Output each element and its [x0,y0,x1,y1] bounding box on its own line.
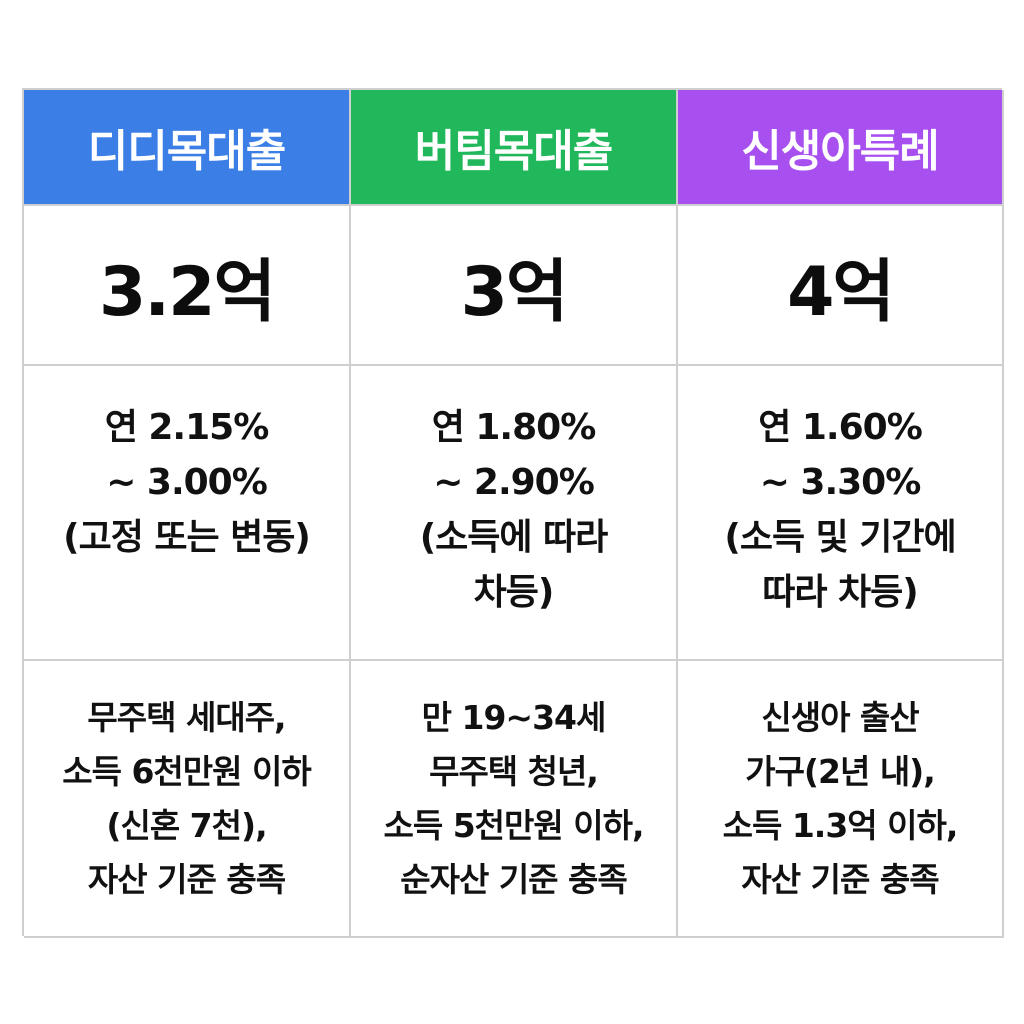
condition-newborn: 신생아 출산 가구(2년 내), 소득 1.3억 이하, 자산 기준 충족 [678,661,1004,938]
rate-line: 따라 차등) [762,572,918,613]
condition-line: 순자산 기준 충족 [400,860,627,899]
rate-line: ~ 2.90% [433,462,595,503]
loan-comparison-table: 디디목대출 버팀목대출 신생아특례 3.2억 3억 4억 연 2.15% ~ 3… [22,88,1004,938]
header-didimdol-label: 디디목대출 [87,126,286,177]
amount-didimdol: 3.2억 [24,206,351,366]
rate-didimdol: 연 2.15% ~ 3.00% (고정 또는 변동) [24,366,351,661]
amount-beotimmok-value: 3억 [460,252,569,332]
condition-didimdol: 무주택 세대주, 소득 6천만원 이하 (신혼 7천), 자산 기준 충족 [24,661,351,938]
condition-line: 자산 기준 충족 [87,860,286,899]
condition-line: 무주택 세대주, [87,698,286,737]
rate-line: 연 1.60% [758,407,923,448]
header-beotimmok: 버팀목대출 [351,90,678,206]
rate-line: (소득에 따라 [419,517,609,558]
rate-line: ~ 3.30% [759,462,922,503]
condition-line: 소득 6천만원 이하 [62,752,311,791]
rate-beotimmok: 연 1.80% ~ 2.90% (소득에 따라 차등) [351,366,678,661]
header-newborn-label: 신생아특례 [741,126,939,177]
condition-line: 자산 기준 충족 [741,860,939,899]
condition-line: 무주택 청년, [429,752,599,791]
amount-newborn: 4억 [678,206,1004,366]
header-newborn: 신생아특례 [678,90,1004,206]
amount-beotimmok: 3억 [351,206,678,366]
amount-newborn-value: 4억 [787,252,895,332]
amount-didimdol-value: 3.2억 [98,252,276,332]
header-beotimmok-label: 버팀목대출 [414,126,613,177]
condition-line: 신생아 출산 [761,698,919,737]
rate-line: 연 2.15% [104,407,270,448]
rate-line: 차등) [473,572,555,613]
rate-line: (소득 및 기간에 [724,517,956,558]
header-didimdol: 디디목대출 [24,90,351,206]
condition-line: 만 19~34세 [421,698,607,737]
rate-line: 연 1.80% [431,407,597,448]
rate-newborn: 연 1.60% ~ 3.30% (소득 및 기간에 따라 차등) [678,366,1004,661]
rate-line: ~ 3.00% [106,462,268,503]
condition-line: 소득 1.3억 이하, [722,806,959,845]
rate-line: (고정 또는 변동) [63,517,311,558]
condition-line: 소득 5천만원 이하, [383,806,645,845]
condition-line: (신혼 7천), [106,806,267,845]
condition-beotimmok: 만 19~34세 무주택 청년, 소득 5천만원 이하, 순자산 기준 충족 [351,661,678,938]
condition-line: 가구(2년 내), [745,752,936,791]
